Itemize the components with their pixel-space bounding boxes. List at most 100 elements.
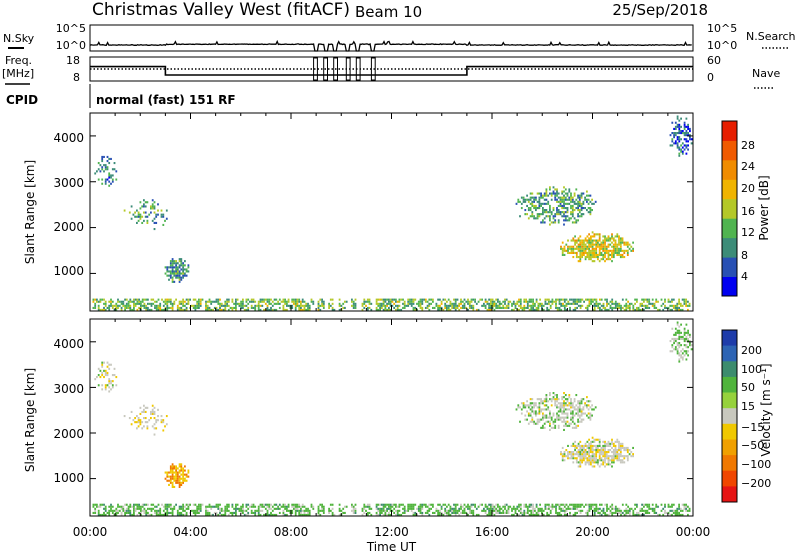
velocity-cell — [621, 444, 624, 447]
power-cell — [564, 217, 567, 220]
velocity-cell — [588, 509, 591, 512]
power-cell — [317, 304, 320, 307]
velocity-cell — [169, 479, 172, 482]
power-cell — [113, 168, 116, 171]
power-cell — [182, 302, 184, 305]
velocity-cell — [507, 511, 510, 514]
velocity-cell — [577, 412, 579, 415]
velocity-cell — [674, 340, 677, 343]
velocity-cell — [558, 507, 561, 510]
power-cell — [625, 249, 627, 252]
velocity-cell — [646, 511, 649, 514]
velocity-cell — [254, 505, 257, 508]
power-cell — [391, 298, 394, 301]
velocity-cell — [681, 509, 684, 512]
velocity-cell — [541, 509, 543, 512]
power-cell — [556, 209, 558, 212]
velocity-cell — [637, 511, 640, 514]
power-cell — [168, 300, 170, 303]
power-cell — [518, 298, 520, 301]
velocity-cell — [128, 417, 131, 420]
power-cell — [597, 239, 599, 242]
power-cell — [481, 298, 483, 301]
velocity-cell — [625, 509, 628, 512]
power-cell — [598, 251, 601, 254]
power-cell — [169, 274, 172, 277]
power-cell — [208, 300, 211, 303]
power-cell — [643, 308, 645, 311]
power-cell — [573, 217, 576, 220]
velocity-cell — [568, 453, 571, 456]
power-cell — [657, 308, 659, 311]
velocity-cell — [595, 438, 598, 441]
velocity-cell — [205, 513, 207, 516]
velocity-cell — [175, 473, 177, 476]
velocity-cell — [669, 513, 672, 516]
date-label: 25/Sep/2018 — [612, 1, 708, 19]
power-cell — [561, 200, 564, 203]
velocity-cell — [563, 418, 565, 421]
power-cell — [556, 200, 558, 203]
velocity-cell — [618, 509, 621, 512]
power-cell — [150, 211, 152, 214]
velocity-cell — [152, 507, 155, 510]
power-cell — [586, 209, 588, 212]
power-cell — [110, 157, 112, 160]
velocity-cell — [611, 438, 613, 441]
power-cell — [136, 302, 139, 305]
velocity-cell — [614, 453, 617, 456]
velocity-cell — [598, 442, 601, 445]
power-cell — [235, 300, 237, 303]
power-cell — [424, 300, 427, 303]
power-cell — [128, 211, 131, 214]
power-cell — [607, 256, 610, 259]
power-cell — [293, 298, 295, 301]
velocity-cell — [96, 505, 98, 508]
power-cell — [575, 245, 578, 248]
power-cell — [198, 304, 200, 307]
velocity-cell — [101, 388, 104, 391]
power-cell — [219, 298, 221, 301]
velocity-cell — [182, 469, 184, 472]
power-cell — [599, 302, 601, 305]
power-cell — [329, 304, 332, 307]
velocity-cell — [586, 509, 589, 512]
power-cell — [120, 300, 123, 303]
power-cell — [322, 300, 325, 303]
power-colorbar-segment — [722, 198, 737, 219]
velocity-cell — [531, 402, 534, 405]
velocity-cell — [377, 513, 380, 516]
power-cell — [525, 298, 527, 301]
velocity-cell — [139, 406, 142, 409]
power-cell — [575, 207, 578, 210]
velocity-cell — [542, 414, 544, 417]
power-cell — [533, 200, 535, 203]
power-cell — [250, 298, 253, 301]
velocity-cell — [137, 419, 140, 422]
velocity-cell — [495, 511, 498, 514]
power-cell — [157, 306, 160, 309]
velocity-cell — [395, 503, 397, 506]
velocity-cell — [611, 461, 613, 464]
velocity-cell — [486, 507, 489, 510]
velocity-cell — [528, 505, 531, 508]
power-cell — [575, 188, 578, 191]
velocity-cell — [389, 505, 392, 508]
power-cell — [532, 300, 534, 303]
velocity-cell — [578, 400, 581, 403]
velocity-cell — [580, 400, 583, 403]
power-cell — [662, 302, 665, 305]
velocity-cell — [582, 406, 585, 409]
velocity-cell — [136, 415, 138, 418]
velocity-cell — [618, 511, 621, 514]
velocity-cell — [354, 503, 357, 506]
velocity-cell — [240, 505, 242, 508]
velocity-cell — [137, 417, 140, 420]
power-cell — [388, 298, 390, 301]
velocity-cell — [568, 404, 571, 407]
power-cell — [568, 190, 571, 193]
velocity-cell — [199, 507, 202, 510]
velocity-cell — [101, 365, 104, 368]
power-cell — [611, 233, 613, 236]
velocity-cell — [625, 455, 627, 458]
